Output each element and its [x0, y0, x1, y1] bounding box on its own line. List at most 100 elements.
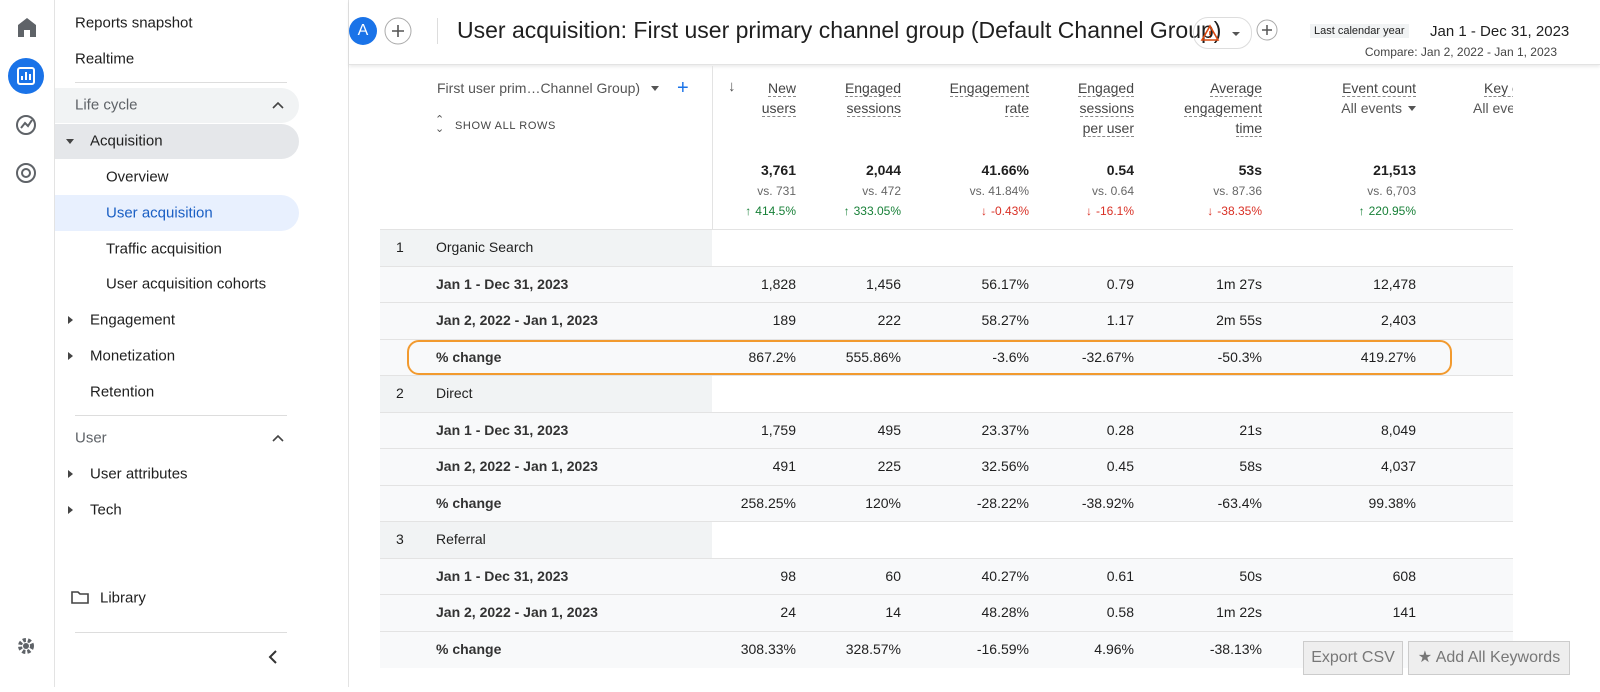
- column-header[interactable]: Engaged: [844, 78, 901, 98]
- expand-icon[interactable]: ⌃ ⌄: [435, 114, 445, 135]
- change-arrow: ↓: [1085, 204, 1092, 218]
- metric-cell: 258.25%: [740, 494, 796, 511]
- metric-cell: 495: [877, 421, 901, 438]
- nav-item[interactable]: Retention: [90, 383, 155, 401]
- column-header[interactable]: engagement: [1184, 98, 1262, 118]
- column-header[interactable]: sessions: [846, 98, 901, 118]
- column-header-text[interactable]: users: [761, 100, 796, 117]
- column-header[interactable]: sessions: [1079, 98, 1134, 118]
- group-row: [380, 229, 1513, 266]
- home-icon[interactable]: [18, 18, 36, 37]
- column-header-text[interactable]: Engagement: [949, 80, 1029, 97]
- nav-item[interactable]: Library: [100, 589, 146, 607]
- column-header[interactable]: rate: [1004, 98, 1029, 118]
- column-header-text[interactable]: sessions: [1079, 100, 1134, 117]
- nav-item-selected[interactable]: User acquisition: [106, 204, 213, 222]
- metric-cell: 50s: [1239, 567, 1262, 584]
- section-band[interactable]: [55, 88, 299, 123]
- row-label: % change: [436, 640, 502, 657]
- nav-item[interactable]: Realtime: [75, 50, 135, 68]
- column-header[interactable]: time: [1235, 118, 1262, 138]
- nav-item[interactable]: Overview: [106, 168, 169, 186]
- folder-icon: [71, 591, 89, 604]
- column-header-text[interactable]: Average: [1210, 80, 1262, 97]
- metric-cell: 98: [780, 567, 796, 584]
- metric-cell: 1.17: [1106, 312, 1134, 328]
- column-header-text[interactable]: sessions: [846, 100, 901, 117]
- change-text: 333.05%: [853, 204, 901, 218]
- column-header-text[interactable]: rate: [1004, 100, 1029, 117]
- collapse-nav[interactable]: [265, 649, 281, 665]
- selected-band[interactable]: [55, 195, 299, 231]
- column-header[interactable]: Key e: [1484, 78, 1513, 98]
- row-label: % change: [436, 494, 502, 511]
- date-label[interactable]: Last calendar year: [1310, 24, 1409, 38]
- nav-item[interactable]: User acquisition cohorts: [106, 275, 267, 293]
- nav-section[interactable]: User: [75, 429, 107, 447]
- explore-icon[interactable]: [16, 115, 36, 135]
- metric-cell: 222: [877, 312, 901, 328]
- total-value: 3,761: [760, 162, 796, 178]
- show-all-rows[interactable]: SHOW ALL ROWS: [455, 120, 556, 132]
- column-header-text[interactable]: Key e: [1484, 80, 1513, 97]
- dimension-picker[interactable]: First user prim…Channel Group): [437, 80, 641, 96]
- nav-item[interactable]: Engagement: [90, 311, 176, 329]
- column-header[interactable]: Engagement: [949, 78, 1029, 98]
- column-header-text[interactable]: Engaged: [1077, 80, 1134, 97]
- column-header-text[interactable]: Event count: [1342, 80, 1416, 97]
- column-header-text[interactable]: New: [767, 80, 796, 97]
- column-header[interactable]: users: [761, 98, 796, 118]
- advertising-icon[interactable]: [16, 163, 36, 183]
- nav-item[interactable]: Tech: [90, 501, 122, 519]
- column-header[interactable]: per user: [1082, 118, 1134, 138]
- metric-cell: 225: [877, 458, 901, 474]
- metric-cell: 99.38%: [1368, 494, 1416, 511]
- date-range[interactable]: Jan 1 - Dec 31, 2023: [1430, 23, 1570, 40]
- nav-item[interactable]: User attributes: [90, 465, 188, 483]
- column-header[interactable]: Event count: [1342, 78, 1416, 98]
- export-button[interactable]: Export CSV: [1303, 641, 1403, 675]
- total-compare: vs. 87.36: [1213, 184, 1262, 198]
- keywords-button[interactable]: ★ Add All Keywords: [1408, 641, 1570, 675]
- nav-item[interactable]: Monetization: [90, 347, 176, 365]
- change-text: -0.43%: [990, 204, 1029, 218]
- column-header-text[interactable]: Engaged: [844, 80, 901, 97]
- nav-item[interactable]: Traffic acquisition: [106, 240, 222, 258]
- warning-chip[interactable]: [1193, 17, 1252, 49]
- metric-filter[interactable]: All events: [1341, 100, 1402, 116]
- active-band[interactable]: [55, 124, 299, 159]
- column-header[interactable]: New: [767, 78, 796, 98]
- total-compare: vs. 6,703: [1367, 184, 1416, 198]
- column-header-text[interactable]: per user: [1082, 120, 1134, 137]
- column-header[interactable]: Average: [1210, 78, 1262, 98]
- nav-item[interactable]: Acquisition: [90, 132, 163, 150]
- change-text: 220.95%: [1368, 204, 1416, 218]
- metric-filter[interactable]: All eve: [1473, 100, 1513, 116]
- change-arrow: ↑: [745, 204, 752, 218]
- settings-icon[interactable]: [18, 638, 34, 654]
- expand-icon: [68, 316, 73, 324]
- row-label: Jan 2, 2022 - Jan 1, 2023: [436, 458, 598, 474]
- metric-cell: 0.58: [1106, 604, 1134, 620]
- expand-icon: [66, 139, 74, 144]
- total-change: ↓ -16.1%: [1086, 204, 1134, 218]
- nav-section[interactable]: Life cycle: [75, 96, 138, 114]
- icon-rail: [0, 0, 55, 687]
- add-button[interactable]: [1256, 19, 1278, 41]
- metric-cell: 0.45: [1106, 458, 1134, 474]
- change-text: -38.35%: [1217, 204, 1262, 218]
- column-header-text[interactable]: time: [1235, 120, 1262, 137]
- metric-cell: 48.28%: [981, 604, 1029, 620]
- add-comparison[interactable]: [384, 17, 412, 45]
- sort-icon[interactable]: ↓: [728, 78, 736, 95]
- data-row: [380, 557, 1513, 595]
- metric-cell: 4,037: [1380, 458, 1416, 474]
- metric-cell: 0.28: [1106, 421, 1134, 438]
- column-header-text[interactable]: engagement: [1184, 100, 1262, 117]
- add-dimension[interactable]: +: [677, 77, 689, 99]
- nav-item[interactable]: Reports snapshot: [75, 14, 193, 32]
- change-arrow: ↓: [1207, 204, 1214, 218]
- column-header[interactable]: Engaged: [1077, 78, 1134, 98]
- avatar[interactable]: A: [349, 17, 377, 45]
